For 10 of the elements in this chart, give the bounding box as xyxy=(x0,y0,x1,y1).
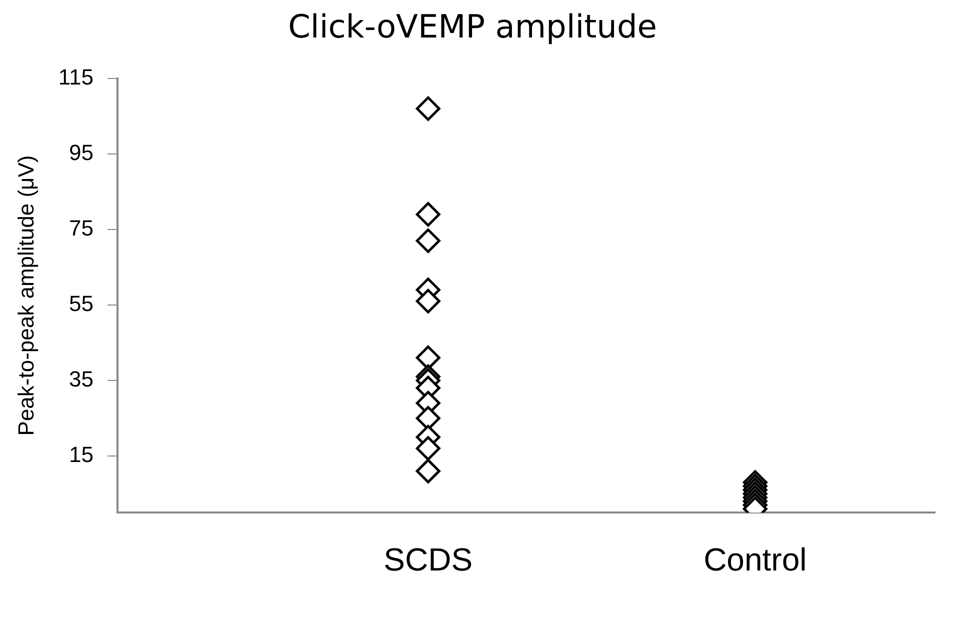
y-tick-label: 35 xyxy=(68,366,94,392)
y-axis-title: Peak-to-peak amplitude (μV) xyxy=(13,155,38,436)
y-tick-label: 75 xyxy=(68,215,94,240)
x-tick-label: Control xyxy=(704,542,807,578)
chart-title: Click-oVEMP amplitude xyxy=(288,8,657,46)
y-tick-label: 115 xyxy=(58,64,94,90)
y-tick-label: 55 xyxy=(68,291,94,316)
y-tick-label: 15 xyxy=(68,442,94,468)
x-tick-label: SCDS xyxy=(384,542,473,578)
y-tick-label: 95 xyxy=(68,140,94,165)
